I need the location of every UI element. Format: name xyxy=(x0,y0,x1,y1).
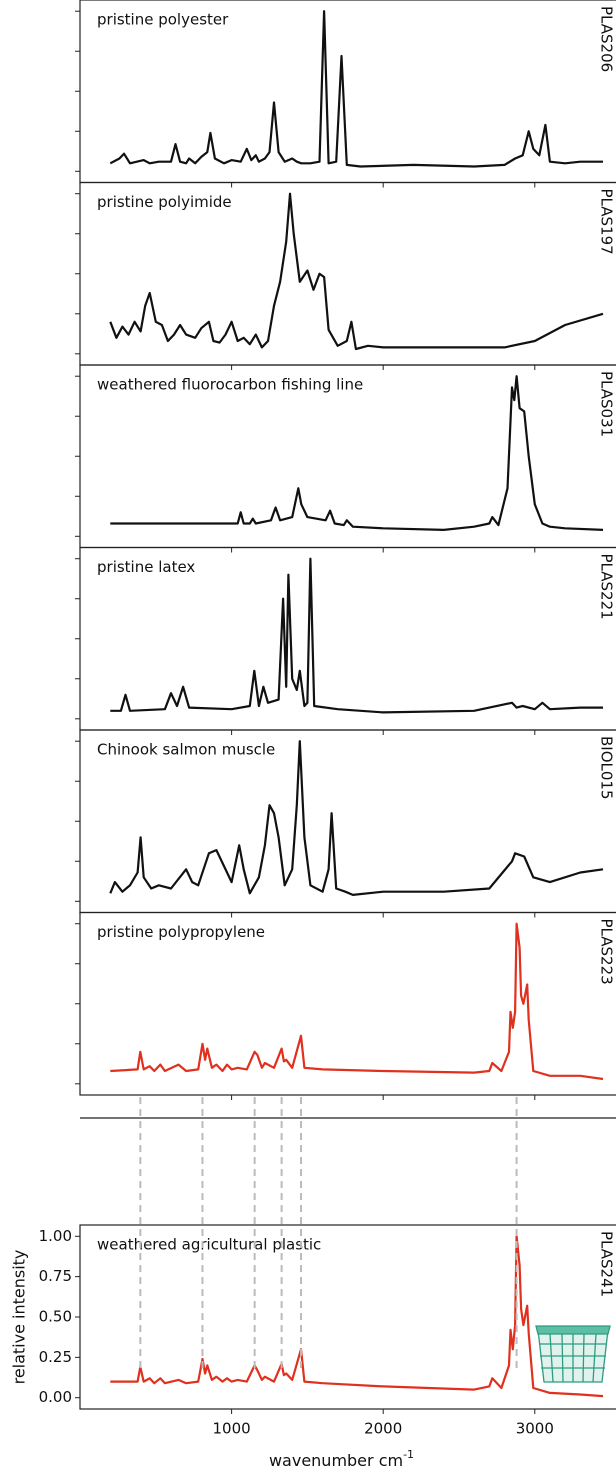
sample-id: BIOL015 xyxy=(598,736,616,800)
panel-title: pristine latex xyxy=(97,558,195,576)
spectrum-line xyxy=(110,557,603,714)
spectrum-line xyxy=(110,1235,604,1398)
x-axis-label-superscript: -1 xyxy=(403,1448,414,1461)
y-tick-label: 1.00 xyxy=(39,1227,72,1245)
y-tick-label: 0.00 xyxy=(39,1388,72,1406)
sample-id: PLAS241 xyxy=(598,1231,616,1297)
sample-id: PLAS206 xyxy=(598,6,616,72)
y-axis-label: relative intensity xyxy=(10,1250,29,1385)
panel-title: pristine polyimide xyxy=(97,193,232,211)
sample-id: PLAS197 xyxy=(598,189,616,255)
panel-title: pristine polypropylene xyxy=(97,923,265,941)
spectrum-line xyxy=(109,740,604,896)
x-tick-label: 3000 xyxy=(516,1420,554,1438)
x-axis-label: wavenumber cm-1 xyxy=(269,1448,414,1470)
x-axis-label-text: wavenumber cm xyxy=(269,1451,403,1470)
y-tick-label: 0.50 xyxy=(39,1308,72,1326)
panel-title: weathered agricultural plastic xyxy=(97,1236,321,1254)
sample-id: PLAS221 xyxy=(598,554,616,620)
x-tick-label: 1000 xyxy=(213,1420,251,1438)
panel-title: weathered fluorocarbon fishing line xyxy=(97,376,363,394)
spectrum-line xyxy=(109,192,604,351)
spectrum-line xyxy=(109,10,603,168)
sample-id: PLAS223 xyxy=(598,919,616,985)
panel-title: Chinook salmon muscle xyxy=(97,741,275,759)
spectrum-line xyxy=(110,922,604,1081)
panel-title: pristine polyester xyxy=(97,11,229,29)
x-tick-label: 2000 xyxy=(364,1420,402,1438)
basket-icon xyxy=(535,1325,611,1383)
sample-id: PLAS031 xyxy=(598,371,616,437)
y-tick-label: 0.25 xyxy=(39,1348,72,1366)
y-tick-label: 0.75 xyxy=(39,1267,72,1285)
spectrum-line xyxy=(110,375,604,531)
